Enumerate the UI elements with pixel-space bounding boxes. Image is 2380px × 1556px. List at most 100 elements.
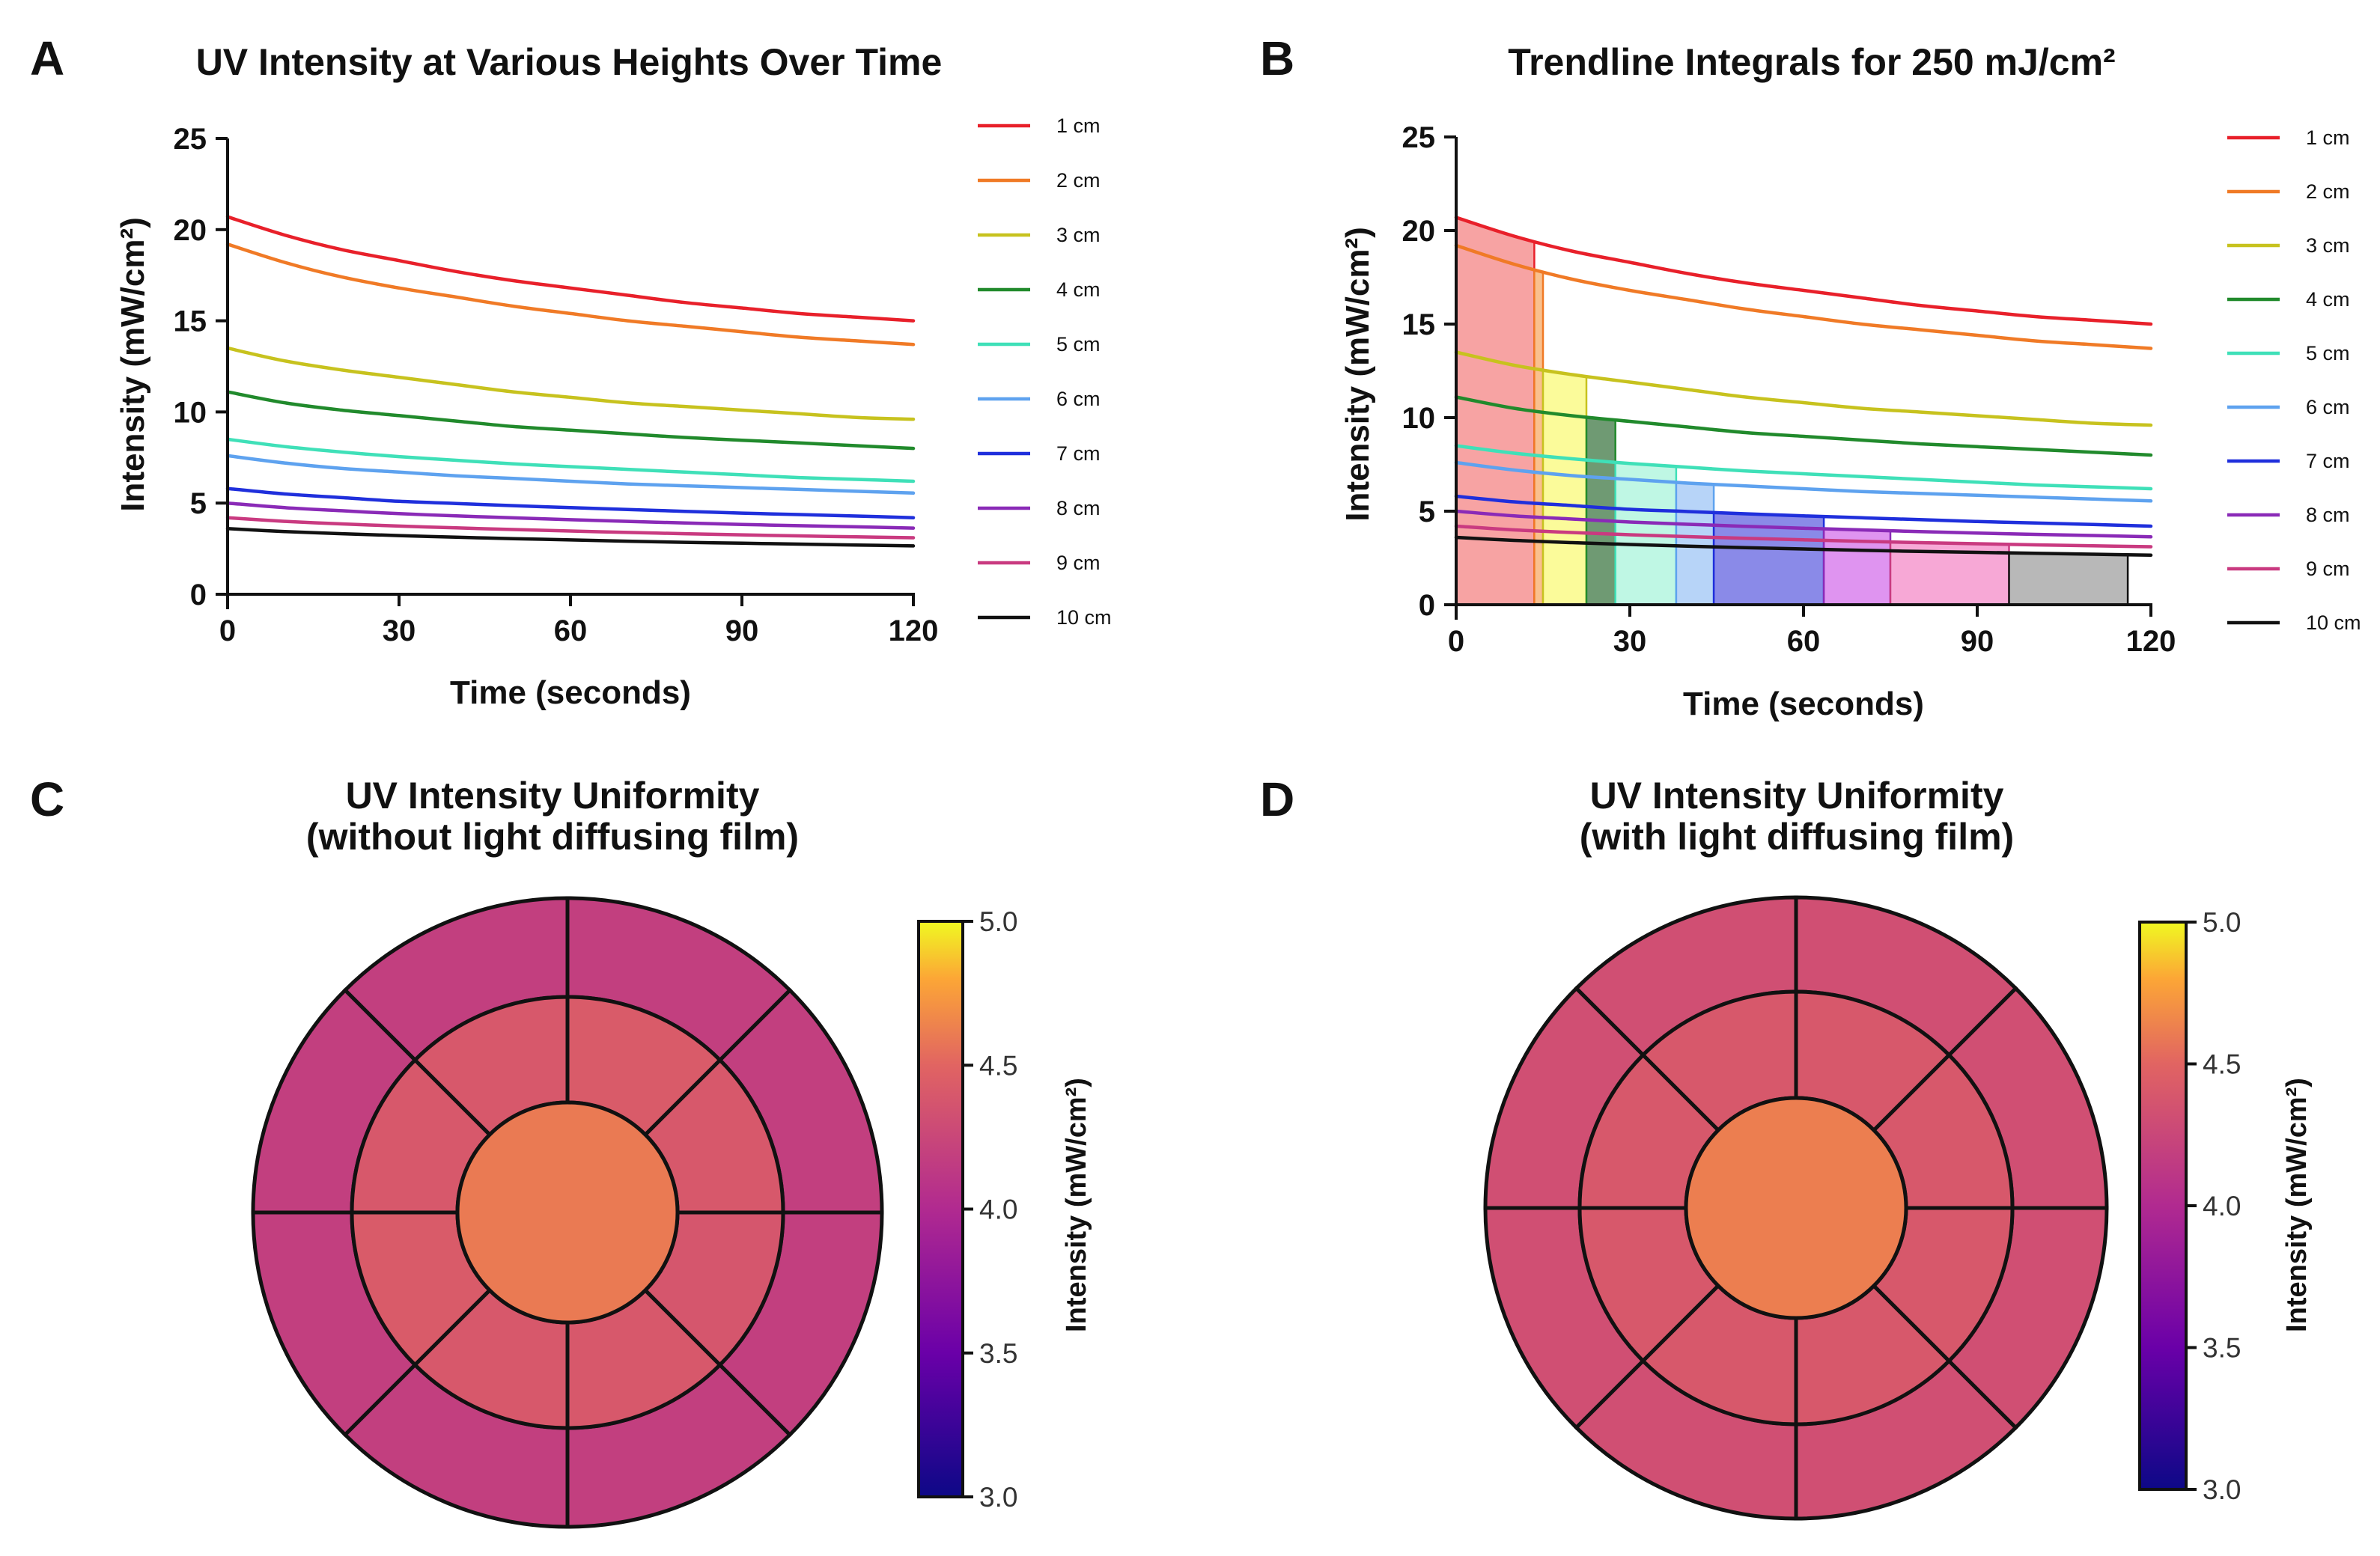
- legend-label: 7 cm: [2306, 450, 2350, 472]
- legend-label: 8 cm: [1056, 497, 1101, 519]
- legend-label: 5 cm: [2306, 342, 2350, 364]
- legend-label: 7 cm: [1056, 442, 1101, 465]
- y-tick-label: 10: [174, 396, 207, 429]
- legend-label: 4 cm: [1056, 278, 1101, 301]
- series-line-9cm: [1454, 524, 2153, 549]
- panel-letter-a: A: [30, 31, 64, 85]
- panel-a-line-chart: UV Intensity at Various Heights Over Tim…: [115, 41, 1112, 711]
- panel-c-title-line-1: UV Intensity Uniformity: [346, 775, 760, 817]
- colorbar-tick-label: 5.0: [979, 906, 1017, 937]
- panel-letter-d: D: [1260, 772, 1294, 826]
- legend-label: 9 cm: [2306, 558, 2350, 580]
- legend-label: 4 cm: [2306, 288, 2350, 311]
- series-line-1cm: [225, 215, 916, 323]
- colorbar: [917, 920, 964, 1498]
- colorbar-tick-label: 3.0: [2203, 1474, 2241, 1505]
- x-tick-label: 30: [1613, 625, 1647, 658]
- series-line-8cm: [225, 501, 916, 530]
- panel-d-title-line-1: UV Intensity Uniformity: [1590, 775, 2004, 817]
- series-line-1cm: [1454, 216, 2153, 326]
- panel-a-y-axis-label: Intensity (mW/cm²): [115, 217, 151, 512]
- y-tick-label: 20: [1402, 215, 1436, 248]
- y-tick-label: 5: [190, 487, 207, 520]
- colorbar-tick-label: 5.0: [2203, 907, 2241, 938]
- legend-label: 6 cm: [1056, 388, 1101, 410]
- panel-d-title-line-2: (with light diffusing film): [1580, 816, 2014, 858]
- x-tick-label: 60: [1787, 625, 1821, 658]
- y-tick-label: 0: [1419, 589, 1435, 622]
- x-tick-label: 90: [1961, 625, 1994, 658]
- panel-b-area-chart: Trendline Integrals for 250 mJ/cm² 0 5 10 1…: [1339, 41, 2361, 722]
- panel-a-title: UV Intensity at Various Heights Over Tim…: [196, 41, 943, 83]
- legend-label: 2 cm: [2306, 180, 2350, 203]
- series-line-2cm: [225, 242, 916, 347]
- panel-c-colorbar-label: Intensity (mW/cm²): [1061, 1078, 1092, 1332]
- y-tick-label: 20: [174, 214, 207, 247]
- legend-label: 10 cm: [2306, 611, 2361, 634]
- x-tick-label: 120: [2126, 625, 2176, 658]
- colorbar-tick-label: 4.5: [979, 1050, 1017, 1081]
- y-tick-label: 25: [174, 123, 207, 156]
- colorbar-tick-label: 4.5: [2203, 1049, 2241, 1080]
- legend-label: 3 cm: [2306, 234, 2350, 257]
- series-line-5cm: [1454, 444, 2153, 491]
- x-tick-label: 30: [383, 614, 416, 647]
- panel-b-x-axis-label: Time (seconds): [1683, 686, 1924, 722]
- series-line-9cm: [225, 516, 916, 540]
- series-line-3cm: [1454, 350, 2153, 427]
- colorbar-tick-label: 3.0: [979, 1482, 1017, 1513]
- x-tick-label: 60: [554, 614, 588, 647]
- series-line-10cm: [225, 527, 916, 548]
- panel-b-y-axis-label: Intensity (mW/cm²): [1339, 227, 1376, 522]
- y-tick-label: 15: [174, 305, 207, 338]
- legend-label: 3 cm: [1056, 224, 1101, 246]
- y-tick-label: 15: [1402, 308, 1436, 341]
- series-line-6cm: [225, 454, 916, 495]
- colorbar-tick-label: 4.0: [979, 1195, 1017, 1225]
- legend-label: 2 cm: [1056, 169, 1101, 192]
- series-line-10cm: [1454, 535, 2153, 558]
- colorbar-tick-label: 4.0: [2203, 1191, 2241, 1221]
- series-line-5cm: [225, 437, 916, 483]
- colorbar-tick-label: 3.5: [979, 1338, 1017, 1369]
- x-tick-label: 90: [725, 614, 759, 647]
- panel-letter-b: B: [1260, 31, 1294, 85]
- legend-label: 8 cm: [2306, 504, 2350, 526]
- series-line-8cm: [1454, 509, 2153, 539]
- y-tick-label: 25: [1402, 121, 1436, 154]
- legend-label: 6 cm: [2306, 396, 2350, 418]
- legend-label: 1 cm: [2306, 126, 2350, 149]
- series-line-7cm: [225, 486, 916, 519]
- series-line-4cm: [1454, 395, 2153, 457]
- y-tick-label: 10: [1402, 402, 1436, 435]
- series-line-6cm: [1454, 460, 2153, 503]
- legend-label: 1 cm: [1056, 115, 1101, 137]
- series-line-3cm: [225, 346, 916, 421]
- colorbar: [2138, 921, 2188, 1491]
- y-tick-label: 5: [1419, 495, 1435, 528]
- panel-c-polar-heatmap: UV Intensity Uniformity (without light d…: [251, 775, 1092, 1529]
- x-tick-label: 0: [219, 614, 236, 647]
- legend-label: 10 cm: [1056, 606, 1112, 629]
- y-tick-label: 0: [190, 579, 207, 611]
- integral-area-4cm: [1585, 416, 1616, 606]
- integral-area-2cm: [1533, 268, 1544, 606]
- panel-a-x-axis-label: Time (seconds): [450, 674, 691, 711]
- series-line-2cm: [1454, 243, 2153, 350]
- integral-area-6cm: [1675, 481, 1715, 606]
- x-tick-label: 0: [1448, 625, 1464, 658]
- integral-area-10cm: [2008, 552, 2129, 606]
- panel-b-title: Trendline Integrals for 250 mJ/cm²: [1508, 41, 2115, 83]
- panel-d-colorbar-label: Intensity (mW/cm²): [2281, 1078, 2313, 1332]
- x-tick-label: 120: [889, 614, 939, 647]
- integral-area-3cm: [1541, 368, 1588, 606]
- center-zone: [1684, 1096, 1908, 1320]
- series-line-7cm: [1454, 494, 2153, 528]
- legend-label: 9 cm: [1056, 552, 1101, 574]
- colorbar-tick-label: 3.5: [2203, 1333, 2241, 1364]
- panel-c-title-line-2: (without light diffusing film): [306, 816, 799, 858]
- legend-label: 5 cm: [1056, 333, 1101, 356]
- series-line-4cm: [225, 390, 916, 451]
- panel-d-polar-heatmap: UV Intensity Uniformity (with light diff…: [1483, 775, 2313, 1521]
